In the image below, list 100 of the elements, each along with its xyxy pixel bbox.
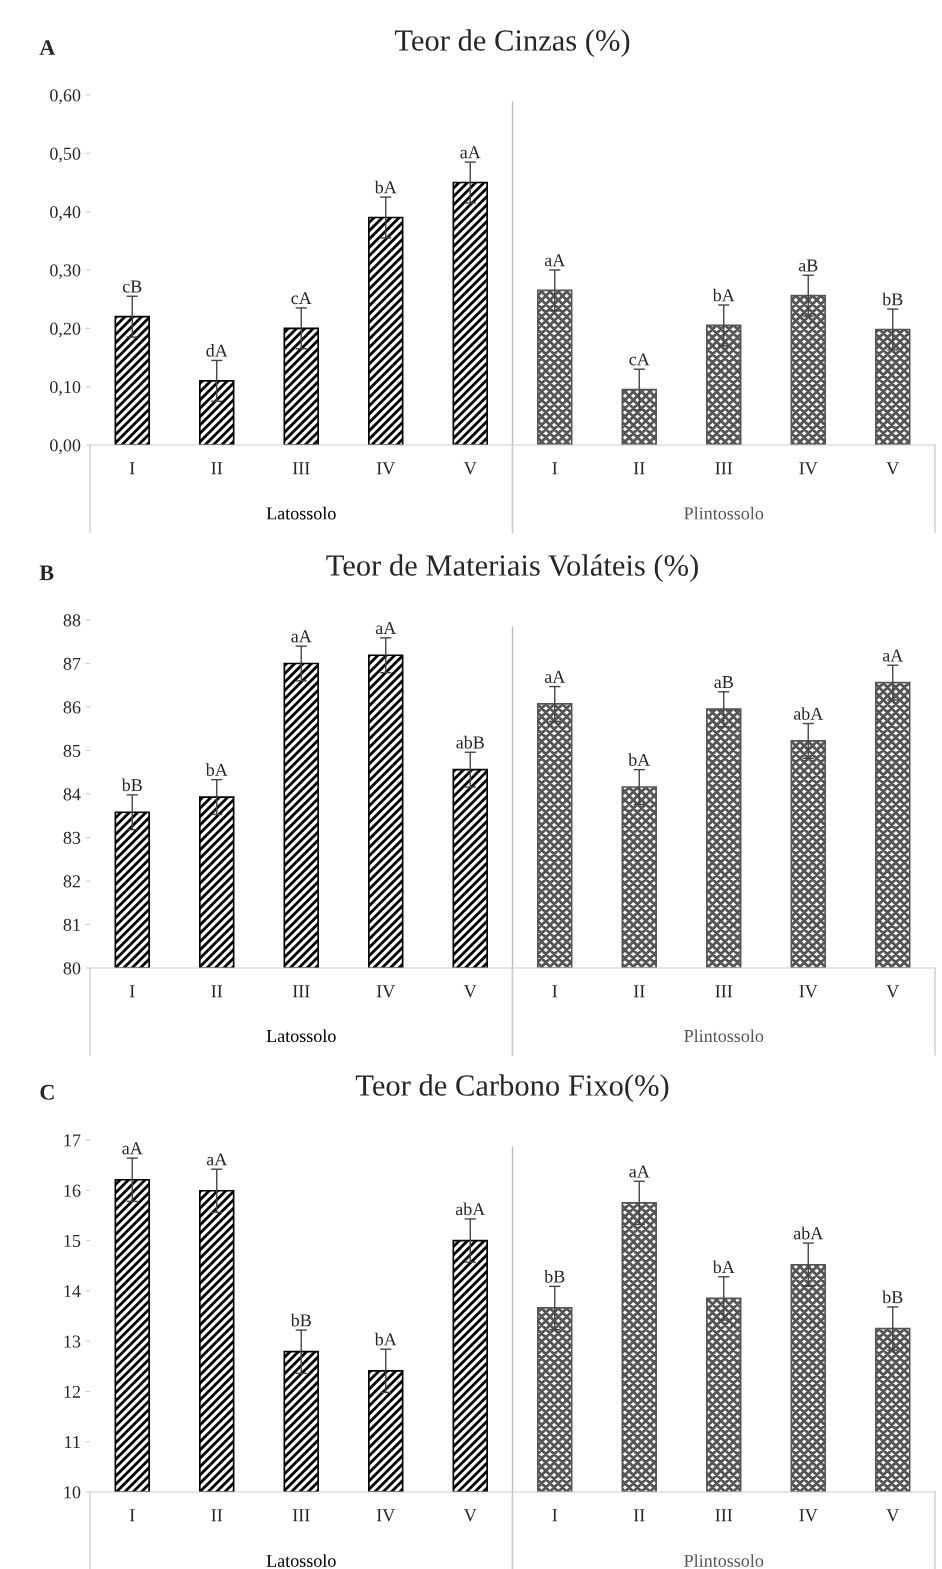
x-tick-label: II	[633, 1509, 645, 1522]
data-label: cA	[629, 353, 650, 366]
x-tick-label: IV	[376, 462, 396, 475]
data-label: aA	[460, 146, 481, 159]
x-tick-label: III	[715, 1509, 733, 1522]
x-tick-label: I	[129, 985, 135, 998]
bar	[621, 388, 657, 445]
y-tick-label: 86	[63, 701, 81, 714]
x-tick-label: IV	[799, 1509, 818, 1522]
data-label: aA	[291, 630, 312, 643]
y-tick-label: 17	[64, 1134, 81, 1147]
bar	[706, 324, 742, 445]
x-tick-label: IV	[799, 462, 818, 475]
data-label: bB	[544, 1269, 565, 1283]
y-tick-label: 0,00	[50, 439, 81, 455]
data-label: abA	[455, 1202, 486, 1216]
chart-title: Teor de Carbono Fixo(%)	[355, 1074, 669, 1103]
text: Plintossolo	[684, 1029, 764, 1043]
y-tick-label: 88	[63, 614, 81, 627]
data-label: bB	[290, 1313, 311, 1327]
x-tick-label: III	[292, 462, 310, 475]
x-tick-label: I	[129, 462, 135, 475]
y-tick-label: 16	[64, 1184, 81, 1197]
y-tick-label: 10	[64, 1486, 81, 1499]
y-tick-label: 0,60	[50, 89, 81, 105]
data-label: bB	[121, 778, 142, 792]
y-tick-label: 81	[63, 918, 80, 931]
x-tick-label: II	[211, 1509, 223, 1522]
data-label: bB	[882, 1290, 903, 1304]
data-label: aA	[544, 670, 566, 683]
y-tick-label: 82	[63, 875, 80, 888]
x-tick-label: V	[463, 1509, 477, 1522]
x-tick-label: V	[463, 462, 477, 475]
chart-title: Teor de Cinzas (%)	[394, 29, 630, 58]
text: A	[39, 40, 56, 55]
x-tick-label: II	[633, 985, 645, 998]
y-tick-label: 11	[65, 1436, 80, 1448]
x-tick-label: V	[886, 1509, 900, 1522]
y-tick-label: 13	[64, 1335, 81, 1348]
bar	[537, 289, 573, 445]
data-label: cA	[291, 292, 312, 305]
data-label: bA	[374, 180, 397, 194]
data-label: dA	[206, 344, 228, 357]
x-tick-label: IV	[376, 1509, 396, 1522]
data-label: aA	[544, 254, 566, 267]
text: Plintossolo	[684, 506, 764, 520]
x-tick-label: II	[211, 985, 223, 998]
text: Latossolo	[266, 1554, 336, 1567]
y-tick-label: 15	[64, 1234, 81, 1248]
x-tick-label: I	[552, 1509, 558, 1522]
x-tick-label: V	[463, 985, 477, 998]
data-label: aA	[882, 649, 904, 662]
y-tick-label: 0,50	[50, 147, 81, 163]
data-label: bA	[712, 288, 735, 302]
data-label: bA	[628, 753, 651, 766]
text: C	[40, 1084, 54, 1100]
bar	[452, 181, 488, 445]
chart-title: Teor de Materiais Voláteis (%)	[326, 554, 698, 583]
y-tick-label: 83	[63, 831, 81, 844]
x-tick-label: IV	[799, 985, 818, 998]
data-label: bA	[712, 1260, 735, 1274]
y-tick-label: 80	[63, 962, 81, 975]
x-tick-label: I	[552, 462, 558, 475]
data-label: abA	[793, 707, 824, 720]
y-tick-label: 87	[63, 657, 81, 670]
data-label: aA	[122, 1142, 143, 1155]
data-label: bA	[374, 1332, 397, 1346]
y-tick-label: 0,20	[50, 322, 81, 338]
y-tick-label: 14	[64, 1285, 81, 1298]
x-tick-label: V	[886, 985, 900, 998]
x-tick-label: III	[715, 985, 733, 998]
data-label: abB	[456, 735, 484, 749]
data-label: aB	[714, 676, 733, 689]
data-label: aA	[629, 1165, 650, 1178]
data-label: bB	[882, 292, 903, 306]
text: B	[39, 565, 54, 581]
data-label: aA	[375, 622, 397, 635]
text: Plintossolo	[684, 1554, 764, 1567]
bar	[114, 315, 150, 445]
x-tick-label: II	[633, 462, 645, 475]
x-tick-label: III	[292, 1509, 310, 1522]
x-tick-label: I	[129, 1509, 135, 1522]
y-tick-label: 0,30	[50, 264, 81, 280]
bar	[283, 327, 319, 445]
y-tick-label: 12	[64, 1385, 80, 1398]
data-label: aA	[206, 1153, 228, 1166]
x-tick-label: II	[211, 462, 223, 475]
bar	[790, 294, 826, 445]
x-tick-label: III	[292, 985, 310, 998]
y-tick-label: 0,40	[50, 205, 81, 221]
text: Latossolo	[266, 506, 336, 520]
text: Latossolo	[266, 1029, 336, 1043]
data-label: bA	[205, 763, 228, 776]
y-tick-label: 0,10	[50, 380, 81, 396]
data-label: aB	[798, 259, 818, 272]
x-tick-label: IV	[376, 985, 396, 998]
bar	[368, 216, 404, 445]
x-tick-label: I	[552, 985, 558, 998]
y-tick-label: 84	[63, 788, 81, 801]
data-label: cB	[122, 280, 142, 293]
